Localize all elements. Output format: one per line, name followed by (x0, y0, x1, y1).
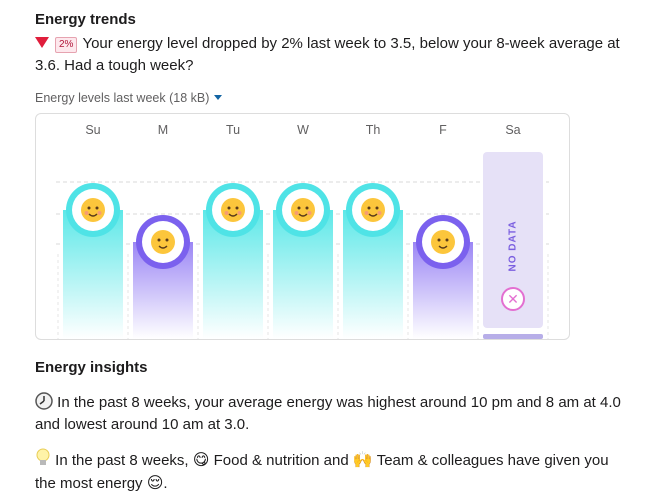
relieved-face-icon: 😌 (146, 473, 164, 492)
clock-insight: In the past 8 weeks, your average energy… (35, 392, 635, 436)
face-blush (377, 211, 382, 215)
face-blush (97, 211, 102, 215)
energy-levels-dropdown[interactable]: Energy levels last week (18 kB) (35, 91, 223, 105)
factor-team: Team & colleagues have given you (376, 452, 609, 469)
face-relieved-icon (81, 198, 105, 222)
no-data-x-icon: ✕ (501, 287, 525, 311)
face-blush (237, 211, 242, 215)
energy-chart: Su M Tu W Th F Sa NO DATA ✕ (35, 113, 570, 340)
day-label-su: Su (85, 123, 101, 137)
face-eye (95, 206, 99, 210)
day-label-w: W (297, 123, 309, 137)
face-eye (445, 238, 449, 242)
face-blush (84, 211, 89, 215)
energy-trends-title: Energy trends (35, 11, 136, 28)
energy-trend-summary: 2% Your energy level dropped by 2% last w… (35, 33, 635, 77)
no-data-bar-base (483, 334, 543, 339)
face-blush (224, 211, 229, 215)
face-mouth (438, 245, 448, 249)
bulb-insight-text-2: the most energy (35, 475, 143, 492)
face-mouth (368, 213, 378, 217)
face-eye (375, 206, 379, 210)
yum-emoji-icon: 😋 (192, 450, 210, 469)
face-relieved-icon (291, 198, 315, 222)
face-eye (165, 238, 169, 242)
face-slight-smile-icon (151, 230, 175, 254)
clock-icon (35, 392, 53, 410)
day-label-tu: Tu (225, 123, 241, 137)
face-relieved-icon (221, 198, 245, 222)
energy-chart-svg (56, 152, 549, 339)
face-mouth (158, 245, 168, 249)
bulb-insight: In the past 8 weeks, 😋 Food & nutrition … (35, 448, 609, 492)
face-blush (294, 211, 299, 215)
face-eye (437, 238, 441, 242)
factor-food: Food & nutrition and (213, 452, 349, 469)
face-eye (157, 238, 161, 242)
face-eye (227, 206, 231, 210)
dropdown-label-text: Energy levels last week (18 kB) (35, 91, 210, 105)
face-blush (307, 211, 312, 215)
face-slight-smile-icon (431, 230, 455, 254)
face-mouth (88, 213, 98, 217)
day-label-m: M (157, 123, 169, 137)
face-blush (364, 211, 369, 215)
caret-down-icon[interactable] (214, 95, 223, 100)
lightbulb-icon (36, 448, 50, 465)
face-mouth (298, 213, 308, 217)
bulb-insight-text-1: In the past 8 weeks, (55, 452, 189, 469)
no-data-label: NO DATA (507, 220, 519, 272)
face-eye (235, 206, 239, 210)
energy-insights-title: Energy insights (35, 359, 148, 376)
face-eye (297, 206, 301, 210)
face-eye (367, 206, 371, 210)
trend-summary-text: Your energy level dropped by 2% last wee… (35, 35, 620, 74)
clock-insight-text: In the past 8 weeks, your average energy… (35, 394, 621, 433)
no-data-bar (483, 152, 543, 328)
change-badge: 2% (55, 37, 78, 53)
face-relieved-icon (361, 198, 385, 222)
trend-down-icon (35, 37, 49, 48)
face-mouth (228, 213, 238, 217)
raised-hands-icon: 🙌 (352, 450, 373, 469)
day-label-sa: Sa (505, 123, 521, 137)
day-label-th: Th (365, 123, 381, 137)
face-eye (305, 206, 309, 210)
face-eye (87, 206, 91, 210)
day-label-f: F (439, 123, 447, 137)
